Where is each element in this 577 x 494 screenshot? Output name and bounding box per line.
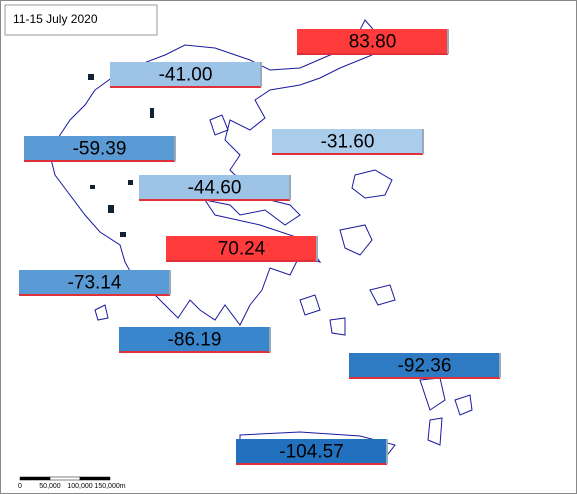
region-box bbox=[166, 236, 317, 261]
region-value: 70.24 bbox=[218, 239, 266, 260]
region-box bbox=[236, 439, 387, 464]
scale-label: 100,000 bbox=[67, 483, 92, 490]
region-value: -59.39 bbox=[73, 139, 127, 160]
region-labels: 83.80 -41.00 -59.39 -31.60 -44.60 70.24 -73.14… bbox=[19, 29, 501, 465]
scale-label: 150,000m bbox=[94, 483, 125, 490]
scale-segment bbox=[19, 476, 51, 481]
region-value: -73.14 bbox=[68, 273, 122, 294]
region-box bbox=[24, 136, 175, 161]
region-value: -41.00 bbox=[159, 65, 213, 86]
title: 11-15 July 2020 bbox=[13, 12, 98, 26]
region-value: -104.57 bbox=[279, 442, 343, 463]
region-box bbox=[19, 270, 170, 295]
region-value: -44.60 bbox=[188, 178, 242, 199]
scale-label: 0 bbox=[18, 483, 22, 490]
scale-segment bbox=[49, 476, 81, 481]
region-box bbox=[110, 62, 261, 87]
scale-label: 50,000 bbox=[39, 483, 61, 490]
region-box bbox=[139, 175, 290, 200]
scale-bar: 0 50,000 100,000 150,000m bbox=[18, 476, 126, 490]
region-value: 83.80 bbox=[349, 32, 397, 53]
title-box bbox=[4, 4, 158, 36]
lakes bbox=[88, 74, 154, 237]
region-box bbox=[297, 29, 448, 54]
region-box bbox=[349, 353, 500, 378]
region-value: -86.19 bbox=[168, 330, 222, 351]
region-box bbox=[119, 327, 270, 352]
region-value: -31.60 bbox=[321, 132, 375, 153]
region-value: -92.36 bbox=[398, 356, 452, 377]
region-box bbox=[272, 129, 423, 154]
scale-segment bbox=[79, 476, 111, 481]
coastline bbox=[49, 19, 473, 463]
